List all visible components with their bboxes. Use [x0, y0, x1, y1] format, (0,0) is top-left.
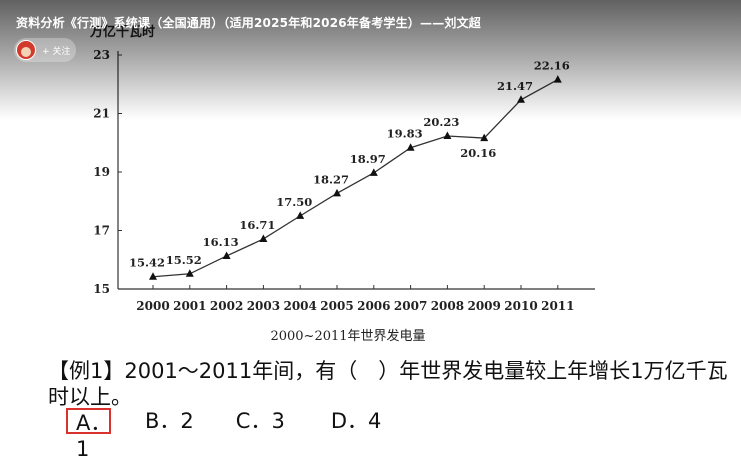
y-tick-label: 15	[93, 282, 110, 296]
y-tick-label: 21	[93, 107, 110, 121]
series-line-group	[149, 75, 562, 280]
y-tick-label: 19	[93, 165, 110, 179]
data-labels-group: 15.42 15.5216.1316.7117.5018.2718.9719.83…	[129, 59, 570, 270]
data-point-marker	[296, 211, 305, 219]
avatar[interactable]	[16, 40, 36, 60]
chart-title: 2000~2011年世界发电量	[270, 328, 425, 344]
video-title: 资料分析《行测》系统课（全国通用）（适用2025年和2026年备考学生）——刘文…	[16, 16, 481, 30]
series-line	[152, 79, 559, 278]
x-tick-label: 2006	[357, 299, 390, 313]
x-tick-label: 2011	[541, 299, 574, 313]
data-label: 21.47	[497, 79, 533, 93]
data-label: 20.16	[460, 146, 496, 160]
option-d[interactable]: D．4	[330, 409, 382, 433]
follow-button[interactable]: + 关注	[14, 38, 76, 62]
data-point-marker	[259, 234, 268, 242]
data-point-marker	[222, 251, 231, 259]
x-tick-label: 2005	[320, 299, 353, 313]
data-label: 16.13	[203, 235, 239, 249]
data-point-marker	[185, 269, 194, 277]
x-tick-label: 2007	[394, 299, 427, 313]
data-point-marker	[443, 131, 452, 140]
axis-ticks: 15 17 19 21 23 2000 2001 2002 2003 2004 2005 2006 20…	[93, 48, 574, 313]
option-b[interactable]: B．2	[145, 409, 194, 433]
x-tick-label: 2000	[136, 299, 169, 313]
follow-label[interactable]: + 关注	[42, 46, 71, 57]
option-c[interactable]: C．3	[235, 409, 285, 433]
data-point-marker	[517, 95, 525, 103]
data-label: 15.52	[166, 253, 202, 267]
data-point-marker	[369, 168, 378, 176]
y-tick-label: 23	[93, 48, 110, 62]
data-label: 17.50	[276, 195, 312, 209]
data-label: 20.23	[423, 115, 459, 129]
data-point-marker	[480, 133, 489, 142]
data-point-marker	[333, 188, 341, 197]
x-tick-label: 2009	[467, 299, 500, 313]
data-label: 18.27	[313, 172, 349, 186]
option-a[interactable]: A．1	[66, 408, 111, 461]
x-tick-label: 2003	[247, 299, 280, 313]
data-label: 18.97	[350, 152, 386, 166]
data-point-marker	[149, 272, 157, 280]
data-point-marker	[553, 75, 562, 83]
data-label: 16.71	[239, 218, 275, 232]
data-label: 22.16	[534, 59, 570, 73]
chart: 15 17 19 21 23 2000 2001 2002 2003 2004 2005 2006 20…	[89, 24, 595, 344]
answer-options: A．1 B．2 C．3 D．4	[66, 408, 382, 461]
x-tick-label: 2004	[283, 299, 316, 313]
data-point-marker	[406, 143, 415, 151]
x-tick-label: 2001	[173, 299, 206, 313]
question-text: 【例1】2001～2011年间，有（ ）年世界发电量较上年增长1万亿千瓦时以上。	[48, 359, 728, 409]
line-chart-svg: 15 17 19 21 23 2000 2001 2002 2003 2004 2005 2006 20…	[89, 24, 595, 344]
x-tick-label: 2002	[210, 299, 243, 313]
x-tick-label: 2010	[504, 299, 537, 313]
y-tick-label: 17	[93, 224, 110, 238]
x-tick-label: 2008	[431, 299, 464, 313]
data-label: 15.42	[129, 256, 165, 270]
data-label: 19.83	[387, 127, 423, 141]
